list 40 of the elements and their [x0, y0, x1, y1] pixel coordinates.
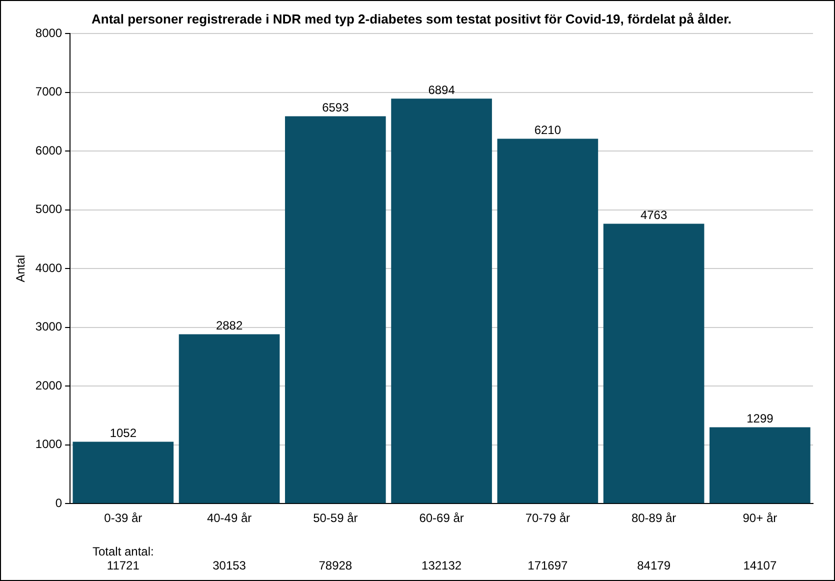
data-label: 1052	[110, 426, 137, 440]
chart-title: Antal personer registrerade i NDR med typ 2-diabetes som testat positivt för Covid-19, fördelat på ålder.	[91, 11, 732, 26]
text: 14107	[743, 558, 777, 573]
y-tick-label: 6000	[35, 143, 62, 158]
y-tick-label: 0	[55, 496, 62, 510]
y-axis-title: Antal	[14, 254, 28, 282]
data-label: 6593	[322, 100, 350, 115]
bar	[603, 224, 704, 504]
text: 30153	[212, 558, 246, 573]
text: Totalt antal:	[92, 544, 154, 559]
y-tick-label: 4000	[35, 260, 62, 275]
x-tick-label: 50-59 år	[313, 511, 358, 526]
text: 132132	[422, 558, 462, 573]
x-tick-label: 0-39 år	[104, 511, 142, 526]
text: 171697	[528, 558, 568, 573]
y-tick-label: 1000	[35, 437, 62, 452]
bar	[391, 98, 492, 504]
y-tick-label: 8000	[35, 26, 62, 40]
bar	[710, 427, 810, 504]
x-tick-label: 80-89 år	[631, 511, 676, 526]
text: 78928	[318, 558, 352, 573]
data-label: 6210	[534, 123, 562, 138]
y-tick-label: 7000	[35, 84, 62, 99]
y-tick-label: 3000	[35, 320, 62, 334]
y-tick-label: 5000	[35, 202, 62, 216]
data-label: 1299	[746, 412, 774, 426]
x-tick-label: 90+ år	[742, 511, 778, 526]
text: 84179	[637, 558, 671, 573]
y-tick-label: 2000	[35, 378, 62, 392]
data-label: 6894	[428, 82, 456, 97]
data-label: 4763	[640, 208, 668, 222]
bar	[285, 116, 386, 504]
x-tick-label: 40-49 år	[206, 511, 252, 526]
x-tick-label: 70-79 år	[525, 511, 570, 526]
bar	[72, 442, 174, 504]
data-label: 2882	[216, 318, 243, 333]
text: 11721	[106, 558, 140, 573]
x-tick-label: 60-69 år	[419, 511, 464, 526]
bar	[497, 138, 598, 504]
bar	[178, 334, 280, 504]
